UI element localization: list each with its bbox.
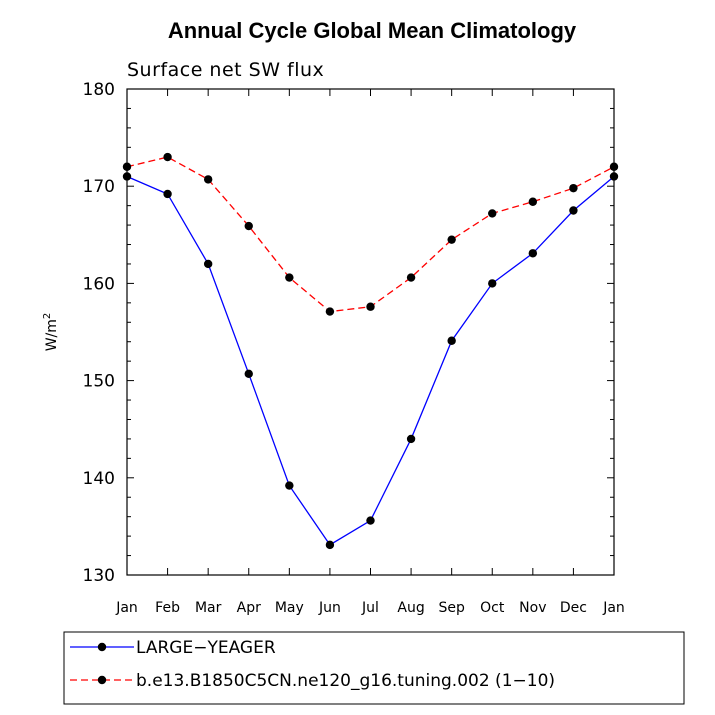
- x-tick-label: Apr: [237, 600, 261, 616]
- data-point: [609, 162, 619, 171]
- x-tick-label: May: [275, 600, 304, 616]
- data-point: [163, 189, 172, 199]
- x-tick-label: Nov: [519, 600, 546, 616]
- chart-subtitle: Surface net SW flux: [127, 59, 324, 81]
- x-tick-label: Jul: [361, 600, 379, 616]
- x-tick-label: Mar: [195, 600, 222, 616]
- data-point: [203, 259, 213, 269]
- y-axis-label: W/m2: [42, 313, 60, 352]
- data-point: [488, 279, 497, 288]
- data-point: [285, 273, 294, 282]
- data-point: [406, 273, 416, 282]
- legend: LARGE−YEAGER b.e13.B1850C5CN.ne120_g16.tu…: [70, 638, 555, 691]
- x-tick-label: Dec: [560, 600, 587, 616]
- data-point: [244, 221, 253, 231]
- data-point: [569, 206, 578, 215]
- x-tick-label: Oct: [480, 600, 505, 616]
- y-tick-label: 150: [83, 372, 115, 392]
- y-tick-label: 160: [83, 274, 115, 294]
- x-tick-label: Jan: [602, 600, 625, 616]
- x-tick-label: Jun: [318, 600, 341, 616]
- legend-box: [63, 631, 685, 705]
- y-tick-label: 140: [83, 469, 115, 489]
- data-point: [163, 152, 172, 162]
- legend-marker: [97, 675, 107, 685]
- legend-label: b.e13.B1850C5CN.ne120_g16.tuning.002 (1−…: [136, 671, 555, 691]
- x-tick-label: Jan: [115, 600, 138, 616]
- data-point: [528, 197, 538, 206]
- legend-label: LARGE−YEAGER: [136, 638, 276, 658]
- data-point: [488, 209, 497, 218]
- x-tick-label: Aug: [397, 600, 424, 616]
- data-point: [609, 172, 619, 181]
- data-point: [447, 336, 456, 345]
- data-point: [366, 302, 375, 311]
- x-tick-label: Sep: [438, 600, 465, 616]
- y-axis: 130 140 150 160 170 180: [83, 80, 614, 586]
- legend-marker: [97, 642, 107, 652]
- data-point: [122, 172, 132, 181]
- data-point: [447, 235, 456, 244]
- data-point: [203, 175, 213, 184]
- plot-frame: [126, 88, 615, 576]
- data-point: [285, 481, 294, 490]
- data-point: [325, 307, 335, 316]
- data-point: [366, 516, 375, 525]
- series-line: [126, 156, 615, 313]
- series-line: [126, 175, 615, 546]
- y-tick-label: 180: [83, 80, 115, 100]
- data-point: [569, 183, 578, 193]
- chart-title: Annual Cycle Global Mean Climatology: [168, 18, 577, 43]
- data-point: [244, 369, 253, 378]
- x-tick-label: Feb: [155, 600, 180, 616]
- series-layer: [122, 152, 619, 550]
- data-point: [528, 249, 538, 258]
- y-tick-label: 170: [83, 177, 115, 197]
- data-point: [325, 540, 335, 550]
- y-tick-label: 130: [83, 566, 115, 586]
- data-point: [122, 162, 132, 171]
- x-axis: Jan Feb Mar Apr May Jun Jul Aug Sep Oct Nov Dec Jan: [115, 89, 625, 616]
- data-point: [406, 434, 416, 444]
